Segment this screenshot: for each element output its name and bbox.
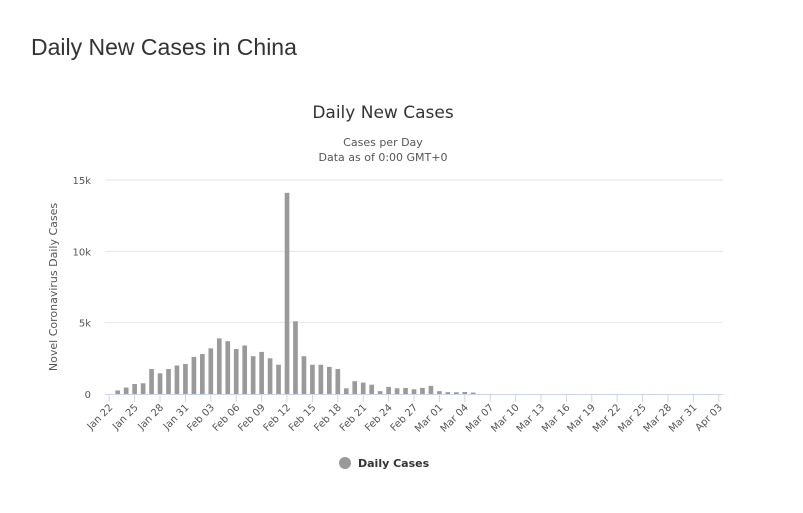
bar[interactable] (225, 341, 231, 394)
bar[interactable] (166, 369, 171, 394)
y-tick-label: 0 (85, 390, 91, 401)
bar[interactable] (335, 369, 341, 394)
x-tick-label: Feb 09 (236, 402, 268, 434)
bar[interactable] (352, 381, 358, 394)
bar[interactable] (216, 338, 222, 394)
legend-label[interactable]: Daily Cases (358, 457, 430, 470)
bar[interactable] (140, 383, 146, 394)
bar[interactable] (123, 387, 129, 394)
legend[interactable]: Daily Cases (339, 457, 430, 470)
bar[interactable] (420, 387, 425, 394)
x-tick-label: Feb 24 (363, 402, 395, 434)
bar[interactable] (462, 392, 468, 394)
bar[interactable] (276, 364, 281, 394)
x-tick-label: Mar 31 (667, 402, 699, 434)
bar[interactable] (360, 382, 366, 394)
bar[interactable] (183, 364, 188, 394)
x-tick-label: Jan 25 (110, 402, 141, 433)
bar[interactable] (445, 392, 451, 394)
bar[interactable] (327, 366, 332, 394)
bar[interactable] (301, 356, 307, 394)
x-tick-label: Feb 21 (338, 402, 370, 434)
x-tick-label: Feb 18 (312, 402, 344, 434)
bar[interactable] (318, 364, 324, 394)
bar[interactable] (267, 358, 273, 394)
bar[interactable] (293, 321, 298, 394)
bar[interactable] (377, 391, 383, 394)
bar[interactable] (174, 365, 180, 394)
bar[interactable] (149, 369, 154, 394)
bar[interactable] (250, 356, 256, 394)
bar[interactable] (394, 388, 400, 394)
y-tick-label: 15k (72, 176, 91, 187)
bar[interactable] (132, 384, 137, 394)
bar[interactable] (200, 354, 205, 394)
bar[interactable] (233, 349, 239, 394)
bar[interactable] (386, 386, 391, 394)
bar[interactable] (454, 392, 459, 394)
bar[interactable] (157, 373, 163, 394)
x-tick-label: Apr 03 (694, 402, 725, 433)
x-tick-label: Feb 15 (287, 402, 319, 434)
bar[interactable] (470, 392, 476, 394)
chart-subtitle-line-1: Cases per Day (343, 136, 423, 149)
x-tick-label: Feb 12 (262, 402, 294, 434)
bar[interactable] (115, 390, 121, 394)
y-axis-label: Novel Coronavirus Daily Cases (47, 203, 60, 371)
x-tick-label: Jan 28 (136, 402, 167, 433)
bar[interactable] (403, 388, 408, 394)
x-tick-label: Feb 06 (211, 402, 243, 434)
bar[interactable] (242, 345, 248, 394)
bar[interactable] (437, 391, 442, 394)
x-tick-label: Jan 22 (85, 402, 116, 433)
legend-marker[interactable] (339, 457, 351, 469)
bar[interactable] (428, 385, 434, 394)
bar[interactable] (310, 364, 315, 394)
chart-title: Daily New Cases (312, 103, 454, 123)
bar[interactable] (191, 356, 197, 394)
x-tick-label: Feb 03 (185, 402, 217, 434)
bar[interactable] (208, 348, 214, 394)
bar[interactable] (259, 351, 264, 394)
bar[interactable] (343, 388, 349, 394)
gridlines (105, 179, 723, 324)
chart-subtitle-line-2: Data as of 0:00 GMT+0 (319, 151, 448, 164)
y-axis-ticks: 0 5k 10k 15k (72, 176, 91, 401)
bar[interactable] (284, 192, 290, 394)
bars (115, 192, 476, 394)
page-title: Daily New Cases in China (31, 34, 297, 60)
bar[interactable] (411, 389, 417, 394)
y-tick-label: 5k (79, 319, 91, 330)
bar[interactable] (369, 384, 374, 394)
y-tick-label: 10k (72, 247, 91, 258)
